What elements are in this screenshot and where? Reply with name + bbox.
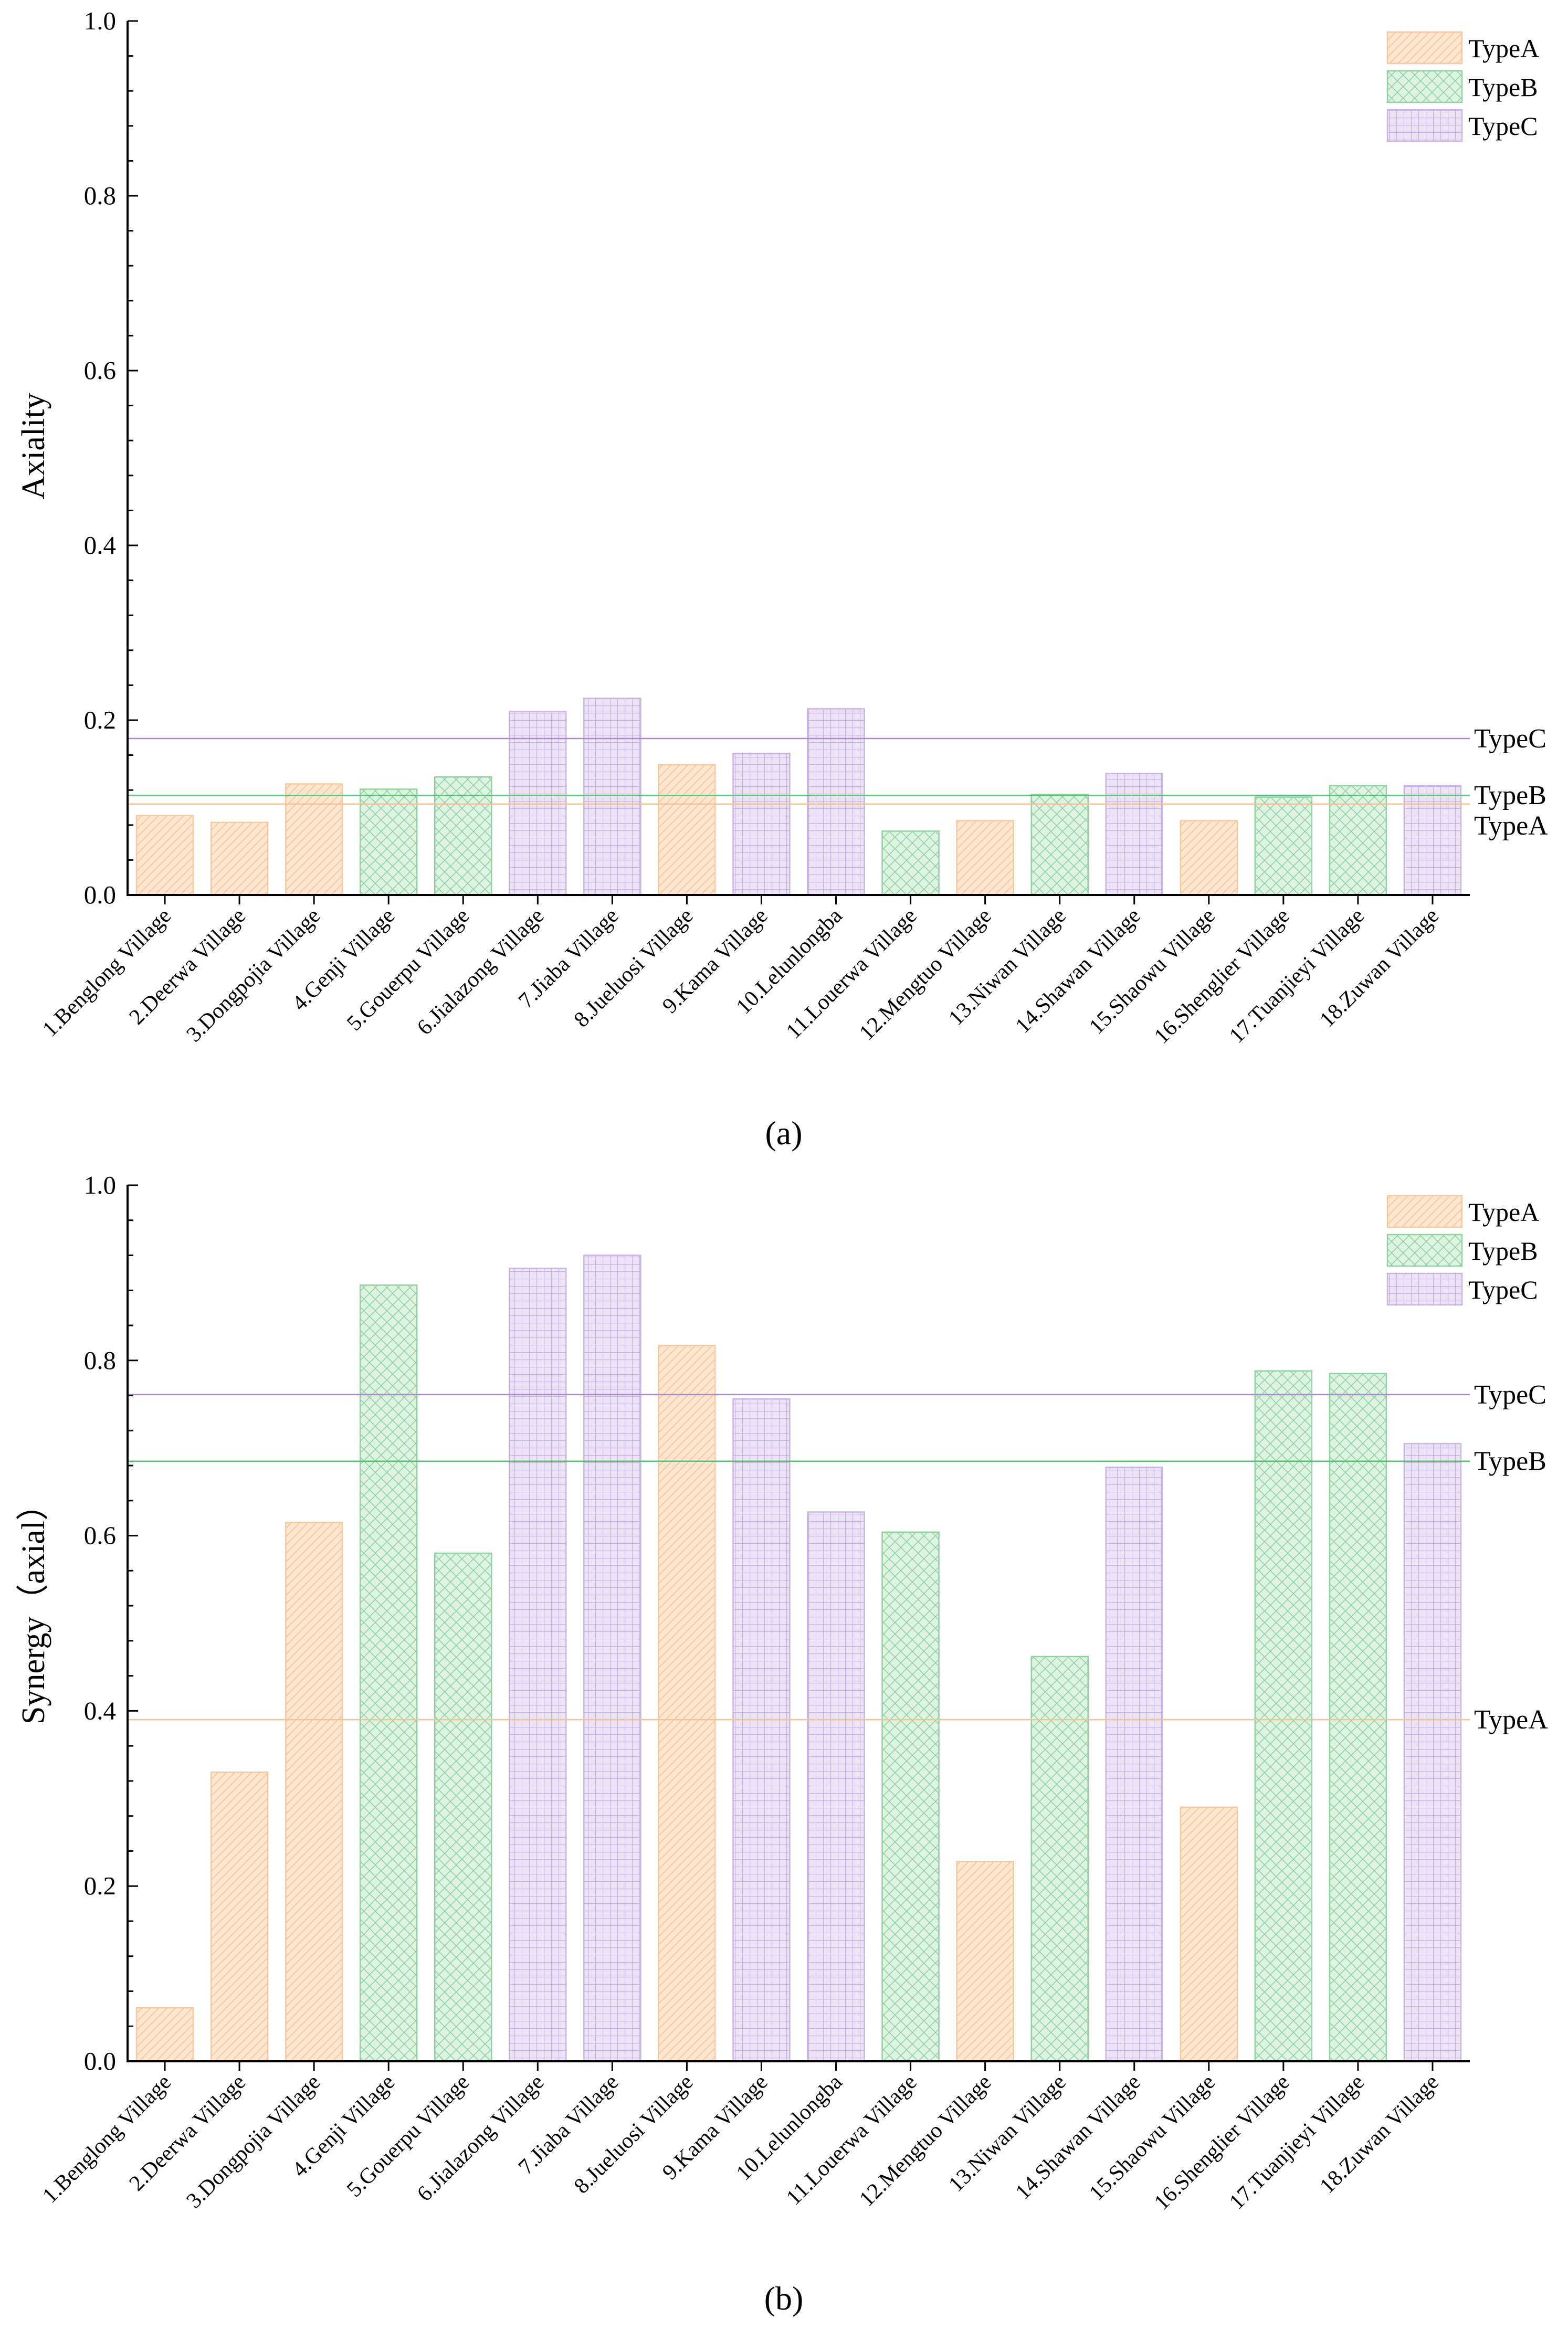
bar-8 <box>658 764 716 896</box>
x-tick-label: 16.Shenglier Village <box>1150 904 1295 1049</box>
bar-13 <box>1030 794 1089 896</box>
y-tick-label: 0.2 <box>84 705 116 734</box>
bars <box>135 1255 1462 2062</box>
bar-3 <box>285 1522 343 2062</box>
bar-9 <box>732 1398 791 2062</box>
y-tick-label: 0.4 <box>84 1696 116 1725</box>
bars <box>135 698 1462 896</box>
legend: TypeA TypeB TypeC <box>1386 31 1539 142</box>
bar-12 <box>956 1861 1014 2062</box>
x-tick-label: 17.Tuanjieyi Village <box>1225 2070 1369 2215</box>
bar-6 <box>509 1268 567 2062</box>
legend: TypeA TypeB TypeC <box>1386 1195 1539 1306</box>
legend-swatch-TypeA <box>1386 1195 1463 1228</box>
bar-15 <box>1180 1806 1238 2062</box>
y-tick-label: 0.2 <box>84 1871 116 1900</box>
legend-swatch-TypeC <box>1386 1272 1463 1306</box>
x-tick-label: 3.Dongpojia Village <box>182 2070 325 2214</box>
x-tick-label: 16.Shenglier Village <box>1150 2070 1295 2215</box>
bar-11 <box>881 830 940 896</box>
x-tick-label: 3.Dongpojia Village <box>182 904 325 1047</box>
bar-12 <box>956 820 1014 896</box>
y-tick-label: 0.0 <box>84 880 116 909</box>
y-axis-title: Synergy（axial） <box>16 1488 51 1724</box>
reference-label-TypeA: TypeA <box>1474 1705 1548 1735</box>
legend-label-TypeB: TypeB <box>1468 1236 1538 1266</box>
bar-4 <box>359 1284 418 2062</box>
bar-17 <box>1329 1373 1387 2062</box>
reference-label-TypeA: TypeA <box>1474 811 1548 841</box>
bar-10 <box>807 1511 865 2062</box>
y-axis-title: Axiality <box>16 393 51 499</box>
bar-5 <box>434 776 492 896</box>
panel-label: (b) <box>764 2280 804 2317</box>
y-tick-label: 0.8 <box>84 181 116 210</box>
reference-label-TypeB: TypeB <box>1474 781 1546 810</box>
reference-lines: TypeC TypeB TypeA <box>128 1380 1548 1735</box>
bar-15 <box>1180 820 1238 896</box>
legend-label-TypeC: TypeC <box>1468 1275 1538 1304</box>
y-tick-label: 1.0 <box>84 6 116 35</box>
chart-panel-b: Synergy（axial） (b) TypeC TypeB TypeA 0.0 0.2… <box>16 1171 1548 2317</box>
legend-swatch-TypeC <box>1386 109 1463 142</box>
bar-1 <box>135 2007 194 2062</box>
legend-label-TypeA: TypeA <box>1468 34 1539 63</box>
y-tick-label: 0.8 <box>84 1346 116 1375</box>
x-tick-label: 6.Jialazong Village <box>413 2070 549 2206</box>
bar-14 <box>1105 773 1163 896</box>
y-tick-label: 0.0 <box>84 2047 116 2075</box>
legend-label-TypeC: TypeC <box>1468 111 1538 141</box>
bar-14 <box>1105 1467 1163 2062</box>
bar-9 <box>732 753 791 896</box>
reference-label-TypeC: TypeC <box>1474 724 1546 754</box>
y-tick-label: 1.0 <box>84 1171 116 1199</box>
bar-2 <box>210 1771 269 2062</box>
y-tick-label: 0.6 <box>84 356 116 385</box>
reference-label-TypeC: TypeC <box>1474 1380 1546 1410</box>
bar-5 <box>434 1552 492 2062</box>
x-tick-label: 17.Tuanjieyi Village <box>1225 904 1369 1048</box>
bar-16 <box>1254 1370 1313 2062</box>
x-tick-label: 1.Benglong Village <box>38 904 176 1042</box>
bar-8 <box>658 1345 716 2062</box>
bar-18 <box>1403 1443 1462 2062</box>
bar-18 <box>1403 785 1462 896</box>
legend-label-TypeA: TypeA <box>1468 1197 1539 1227</box>
x-tick-label: 12.Mengtuo Village <box>855 904 996 1045</box>
y-tick-label: 0.4 <box>84 531 116 560</box>
panel-label: (a) <box>765 1114 802 1152</box>
x-tick-label: 6.Jialazong Village <box>413 904 549 1040</box>
bar-17 <box>1329 785 1387 896</box>
bar-2 <box>210 821 269 896</box>
chart-panel-a: Axiality (a) TypeCTypeBTypeA0.00.20.40.6… <box>16 6 1548 1152</box>
legend-swatch-TypeA <box>1386 31 1463 65</box>
y-tick-label: 0.6 <box>84 1521 116 1550</box>
legend-swatch-TypeB <box>1386 1234 1463 1267</box>
bar-10 <box>807 708 865 896</box>
bar-7 <box>583 1255 641 2062</box>
x-tick-label: 14.Shawan Village <box>1011 2070 1145 2205</box>
legend-label-TypeB: TypeB <box>1468 72 1538 102</box>
reference-label-TypeB: TypeB <box>1474 1447 1546 1477</box>
bar-7 <box>583 698 641 896</box>
bar-13 <box>1030 1656 1089 2062</box>
x-tick-label: 15.Shaowu Village <box>1085 904 1220 1039</box>
bar-4 <box>359 788 418 896</box>
bar-1 <box>135 815 194 896</box>
x-tick-label: 14.Shawan Village <box>1011 904 1145 1038</box>
x-tick-label: 15.Shaowu Village <box>1085 2070 1220 2206</box>
bar-11 <box>881 1531 940 2062</box>
bar-6 <box>509 711 567 896</box>
x-tick-label: 1.Benglong Village <box>38 2070 176 2208</box>
x-tick-label: 12.Mengtuo Village <box>855 2070 996 2211</box>
legend-swatch-TypeB <box>1386 70 1463 103</box>
x-tick-label: 11.Louerwa Village <box>782 904 922 1044</box>
bar-16 <box>1254 796 1313 896</box>
bar-3 <box>285 783 343 896</box>
x-tick-label: 11.Louerwa Village <box>782 2070 922 2210</box>
